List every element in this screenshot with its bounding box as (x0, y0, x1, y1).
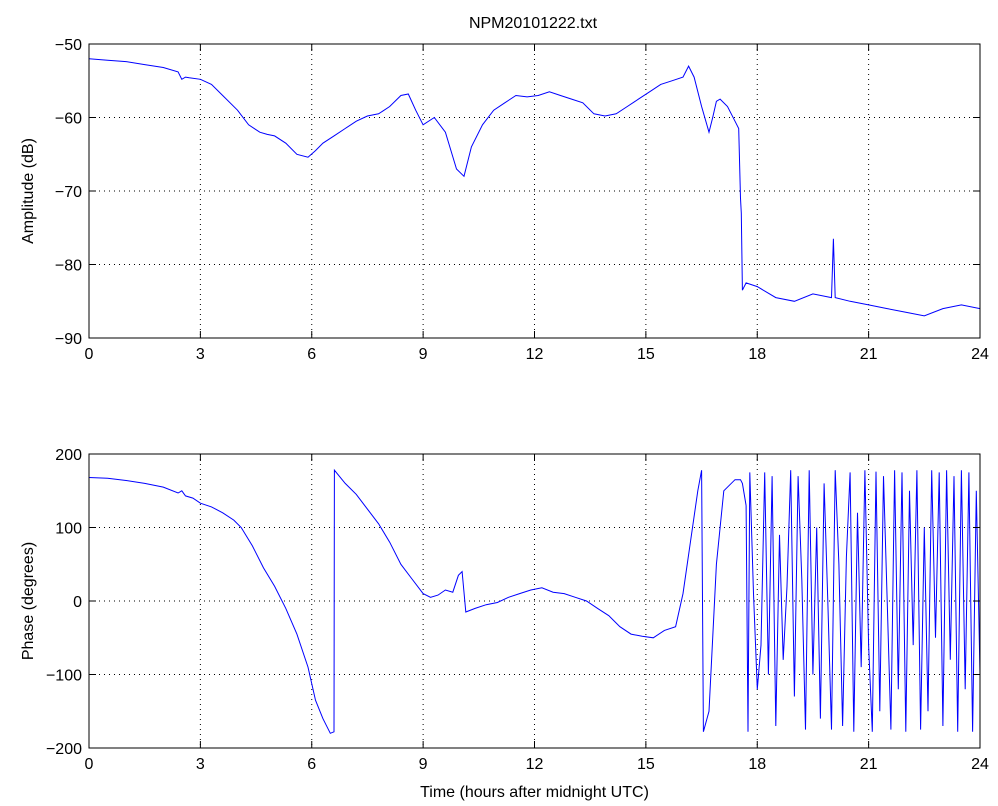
series-line (89, 58, 980, 317)
series-line (89, 468, 747, 734)
x-tick-label: 18 (748, 756, 766, 773)
x-tick-label: 24 (971, 756, 989, 773)
amplitude-subplot: 0 3 6 9 12 15 18 21 24 −90 −80 −70 −60 −50 Amplitude (… (20, 37, 989, 363)
x-tick-label: 6 (307, 346, 316, 363)
y-tick-label: −90 (55, 331, 82, 348)
x-tick-label: 9 (419, 756, 428, 773)
y-tick-label: −80 (55, 258, 82, 275)
x-tick-label: 21 (860, 756, 878, 773)
y-tick-label: −100 (46, 668, 82, 685)
x-tick-label: 3 (196, 346, 205, 363)
y-tick-label: −200 (46, 741, 82, 758)
figure-title: NPM20101222.txt (469, 15, 598, 32)
y-axis-label: Amplitude (dB) (20, 138, 37, 244)
y-tick-label: 200 (55, 447, 82, 464)
x-tick-label: 24 (971, 346, 989, 363)
x-tick-label: 9 (419, 346, 428, 363)
series-line (745, 470, 980, 732)
x-tick-label: 12 (526, 346, 544, 363)
y-tick-label: 0 (73, 594, 82, 611)
y-tick-label: 100 (55, 521, 82, 538)
phase-subplot: 0 3 6 9 12 15 18 21 24 −200 −100 0 100 200 Phase (degr… (20, 447, 989, 801)
x-tick-label: 3 (196, 756, 205, 773)
x-tick-label: 15 (637, 756, 655, 773)
y-tick-label: −60 (55, 111, 82, 128)
x-tick-label: 21 (860, 346, 878, 363)
x-tick-label: 6 (307, 756, 316, 773)
y-axis-label: Phase (degrees) (20, 542, 37, 660)
x-tick-label: 18 (748, 346, 766, 363)
y-tick-label: −50 (55, 37, 82, 54)
x-tick-label: 0 (85, 346, 94, 363)
x-tick-label: 12 (526, 756, 544, 773)
x-tick-label: 0 (85, 756, 94, 773)
x-tick-label: 15 (637, 346, 655, 363)
x-axis-label: Time (hours after midnight UTC) (420, 784, 649, 801)
y-tick-label: −70 (55, 184, 82, 201)
